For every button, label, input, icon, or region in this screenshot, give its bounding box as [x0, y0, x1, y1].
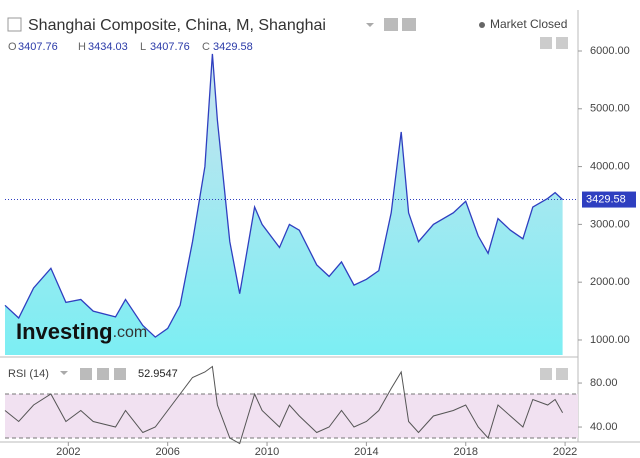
down-icon[interactable] [556, 37, 568, 49]
checkbox[interactable] [7, 17, 22, 32]
level-band [5, 394, 578, 439]
ohlc-value: 3407.76 [18, 41, 58, 53]
y-tick-label: 5000.00 [590, 103, 630, 115]
settings-icon[interactable] [97, 368, 109, 380]
price-line [4, 53, 564, 338]
close-icon[interactable] [114, 368, 126, 380]
y-tick-label: 3000.00 [590, 218, 630, 230]
x-tick-label: 2006 [155, 446, 179, 458]
up-icon[interactable] [540, 37, 552, 49]
y-tick-label: 80.00 [590, 377, 618, 389]
x-tick-label: 2022 [553, 446, 577, 458]
up-icon[interactable] [540, 368, 552, 380]
x-tick-label: 2010 [255, 446, 279, 458]
area-fill [5, 53, 563, 356]
y-tick-label: 4000.00 [590, 160, 630, 172]
watermark-suffix: .com [113, 324, 148, 341]
ohlc-value: 3407.76 [150, 41, 190, 53]
y-tick-label: 6000.00 [590, 45, 630, 57]
down-icon[interactable] [556, 368, 568, 380]
x-tick-label: 2014 [354, 446, 378, 458]
eye-icon[interactable] [384, 18, 398, 31]
ohlc-label: O [8, 41, 17, 53]
ohlc-label: L [140, 41, 146, 53]
rsi-line [4, 365, 564, 445]
rsi-value: 52.9547 [138, 368, 178, 380]
indicator-title: RSI (14) [8, 368, 49, 380]
dropdown-icon[interactable] [366, 23, 374, 27]
watermark-main: Investing [16, 319, 113, 344]
ohlc-label: C [202, 41, 210, 53]
last-price-label: 3429.58 [586, 193, 626, 205]
market-status: Market Closed [490, 17, 567, 31]
plot-area: 1000.00 2000.00 3000.00 4000.00 5000.00 6000.… [4, 45, 636, 458]
dropdown-icon[interactable] [60, 371, 68, 375]
y-tick-label: 2000.00 [590, 276, 630, 288]
y-tick-label: 40.00 [590, 421, 618, 433]
last-price-box [582, 191, 636, 208]
eye-icon[interactable] [80, 368, 92, 380]
chart-title: Shanghai Composite, China, M, Shanghai [28, 17, 326, 34]
ohlc-value: 3434.03 [88, 41, 128, 53]
y-tick-label: 1000.00 [590, 334, 630, 346]
ohlc-value: 3429.58 [213, 41, 253, 53]
settings-icon[interactable] [402, 18, 416, 31]
x-tick-label: 2018 [453, 446, 477, 458]
ohlc-label: H [78, 41, 86, 53]
watermark: Investing.com [16, 319, 147, 344]
x-tick-label: 2002 [56, 446, 80, 458]
status-dot [479, 22, 485, 28]
